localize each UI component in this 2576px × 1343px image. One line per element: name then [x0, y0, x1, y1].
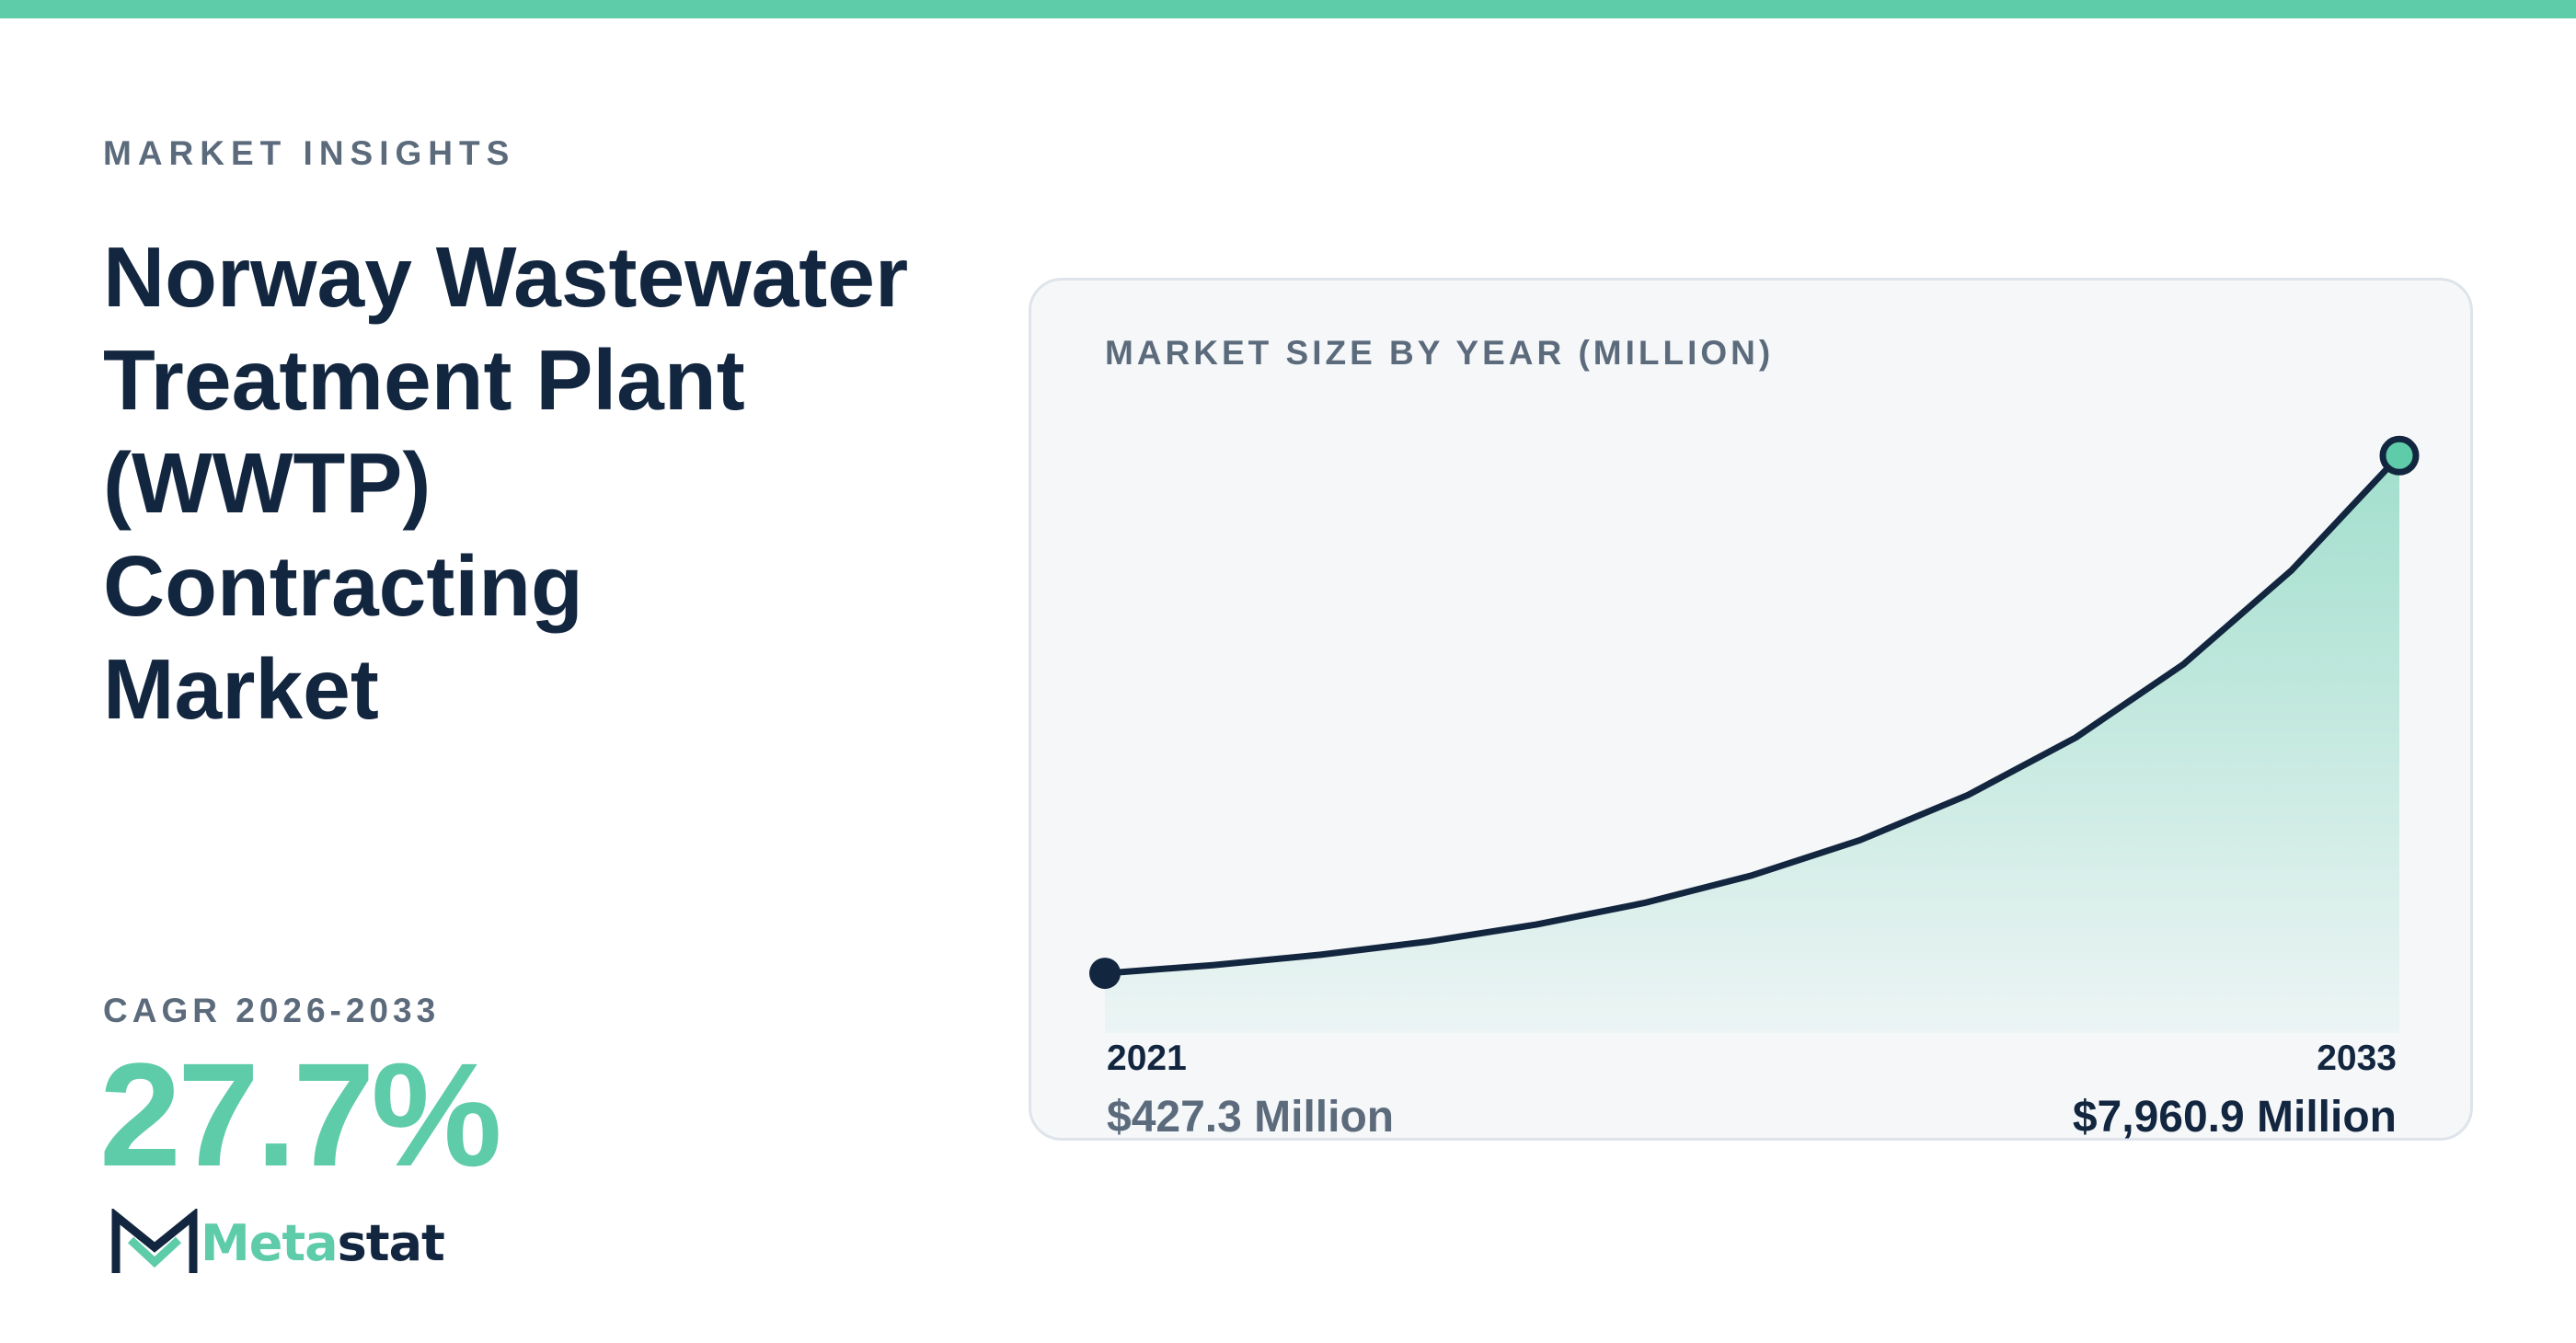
brand-wordmark-meta: Meta: [201, 1214, 339, 1272]
eyebrow-label: MARKET INSIGHTS: [103, 134, 516, 172]
title-line: Contracting: [103, 538, 583, 634]
series-line: [1101, 452, 2403, 977]
start-data-point: [1089, 958, 1121, 990]
title-line: Treatment Plant: [103, 332, 745, 428]
x-tick-label-start: 2021: [1107, 1039, 1187, 1078]
area-fill: [1105, 455, 2399, 1033]
cagr-label: CAGR 2026-2033: [103, 992, 441, 1029]
title-line: Norway Wastewater: [103, 229, 909, 325]
title-line: Market: [103, 641, 379, 737]
end-value-label: $7,960.9 Million: [2072, 1093, 2397, 1142]
chart-title: MARKET SIZE BY YEAR (MILLION): [1105, 334, 1775, 372]
end-data-point: [2379, 435, 2420, 476]
cagr-value: 27.7%: [99, 1032, 502, 1197]
chart-card: MARKET SIZE BY YEAR (MILLION) 2021 2033 …: [1029, 278, 2473, 1141]
title-line: (WWTP): [103, 435, 431, 531]
start-value-label: $427.3 Million: [1107, 1093, 1395, 1142]
metastat-logo-mark-icon: [111, 1209, 198, 1273]
page-title: Norway Wastewater Treatment Plant (WWTP)…: [103, 225, 986, 740]
brand-wordmark-stat: stat: [337, 1214, 445, 1272]
brand-logo: Metastat: [110, 1207, 445, 1280]
market-size-chart: [1089, 435, 2420, 1033]
brand-wordmark: Metastat: [201, 1207, 445, 1280]
x-tick-label-end: 2033: [2317, 1039, 2397, 1078]
top-accent-bar: [0, 0, 2576, 18]
